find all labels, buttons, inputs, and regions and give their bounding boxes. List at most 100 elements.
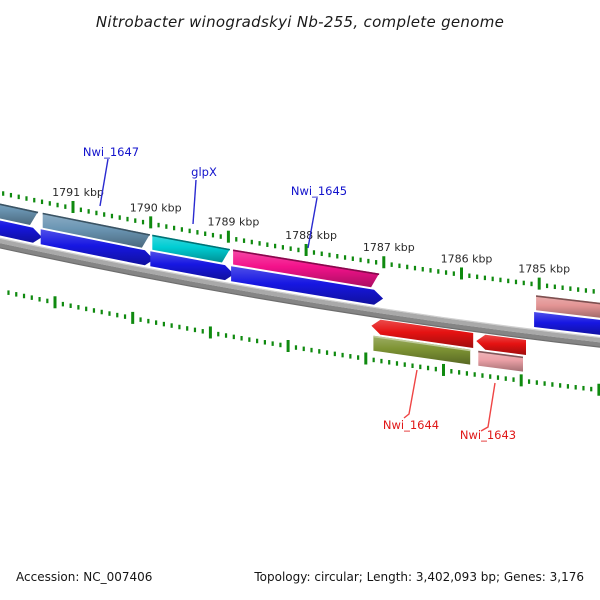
scale-minor-tick <box>116 312 119 318</box>
scale-minor-tick <box>126 216 129 222</box>
scale-minor-tick <box>274 243 277 249</box>
scale-minor-tick <box>289 246 292 251</box>
gene-arrow-category[interactable] <box>536 295 600 318</box>
gene-strand-arrow-forward[interactable] <box>150 251 234 281</box>
gene-arrow-category[interactable] <box>152 234 230 263</box>
scale-minor-tick <box>444 270 448 275</box>
scale-minor-tick <box>390 262 393 267</box>
scale-minor-tick <box>173 225 176 231</box>
scale-minor-tick <box>281 245 284 250</box>
backbone <box>0 243 600 347</box>
scale-minor-tick <box>468 273 471 279</box>
scale-minor-tick <box>535 380 538 385</box>
scale-minor-tick <box>336 254 339 259</box>
gene-label[interactable]: Nwi_1644 <box>383 418 439 432</box>
scale-minor-tick <box>403 362 406 367</box>
scale-minor-tick <box>496 375 500 380</box>
scale-minor-tick <box>123 314 127 319</box>
gene-strand-arrow-reverse[interactable] <box>371 319 474 348</box>
scale-minor-tick <box>30 295 33 300</box>
scale-minor-tick <box>426 365 430 371</box>
scale-minor-tick <box>61 301 64 307</box>
scale-minor-tick <box>2 191 5 196</box>
scale-minor-tick <box>302 346 305 352</box>
scale-minor-tick <box>569 286 572 291</box>
scale-major-tick <box>226 230 230 243</box>
scale-minor-tick <box>318 349 321 354</box>
scale-minor-tick <box>561 285 564 290</box>
scale-major-tick <box>537 277 541 290</box>
scale-minor-tick <box>87 209 90 214</box>
scale-minor-tick <box>574 385 577 390</box>
scale-tick-label: 1788 kbp <box>285 229 337 242</box>
scale-minor-tick <box>193 327 197 333</box>
scale-minor-tick <box>46 298 49 304</box>
scale-minor-tick <box>458 370 461 375</box>
scale-minor-tick <box>297 247 300 253</box>
gene-label[interactable]: glpX <box>191 165 217 179</box>
gene-leader-line <box>403 369 418 419</box>
scale-minor-tick <box>499 277 502 283</box>
scale-minor-tick <box>211 232 215 238</box>
scale-minor-tick <box>341 352 344 358</box>
scale-minor-tick <box>25 196 28 201</box>
gene-arrow-category[interactable] <box>0 196 38 225</box>
gene-label[interactable]: Nwi_1645 <box>291 184 347 198</box>
scale-minor-tick <box>134 218 137 223</box>
gene-strand-arrow-forward[interactable] <box>0 212 42 243</box>
gene-arrow-category[interactable] <box>373 335 471 365</box>
scale-minor-tick <box>9 192 13 198</box>
scale-minor-tick <box>242 238 246 243</box>
gene-leader-line <box>192 179 197 225</box>
scale-minor-tick <box>413 265 417 271</box>
scale-minor-tick <box>351 256 354 261</box>
scale-minor-tick <box>85 306 88 312</box>
gene-strand-arrow-forward[interactable] <box>40 229 154 266</box>
scale-minor-tick <box>452 271 455 276</box>
scale-major-tick <box>364 352 368 365</box>
scale-minor-tick <box>250 239 253 245</box>
scale-minor-tick <box>566 384 570 389</box>
scale-minor-tick <box>481 373 484 378</box>
gene-label[interactable]: Nwi_1643 <box>460 428 516 442</box>
gene-arrow-top-edge <box>373 335 471 352</box>
scale-minor-tick <box>204 231 207 237</box>
gene-arrow-top-edge <box>232 249 380 276</box>
scale-minor-tick <box>256 338 259 344</box>
scale-minor-tick <box>380 358 383 364</box>
scale-minor-tick <box>372 357 375 363</box>
scale-minor-tick <box>141 219 145 225</box>
scale-tick-label: 1787 kbp <box>363 241 415 254</box>
scale-minor-tick <box>328 252 331 258</box>
scale-minor-tick <box>434 366 437 372</box>
gene-arrow-top-edge <box>0 203 39 214</box>
scale-minor-tick <box>507 278 510 284</box>
scale-minor-tick <box>357 355 360 360</box>
scale-minor-tick <box>103 212 106 217</box>
gene-label[interactable]: Nwi_1647 <box>83 145 139 159</box>
scale-minor-tick <box>582 385 585 391</box>
gene-strand-arrow-forward[interactable] <box>534 312 600 336</box>
scale-minor-tick <box>411 363 414 368</box>
scale-minor-tick <box>343 255 347 260</box>
scale-minor-tick <box>483 275 487 281</box>
scale-major-tick <box>286 340 290 353</box>
gene-arrow-top-edge <box>535 295 600 305</box>
scale-minor-tick <box>577 287 580 292</box>
scale-minor-tick <box>79 207 82 213</box>
gene-strand-arrow-forward[interactable] <box>231 266 384 305</box>
gene-strand-arrow-reverse[interactable] <box>476 334 526 355</box>
scale-minor-tick <box>235 237 238 242</box>
scale-minor-tick <box>312 250 316 255</box>
gene-arrow-category[interactable] <box>233 249 380 288</box>
gene-leader-line <box>307 197 318 249</box>
scale-minor-tick <box>545 283 549 289</box>
scale-minor-tick <box>450 369 453 374</box>
gene-arrow-category[interactable] <box>42 212 150 248</box>
scale-minor-tick <box>224 333 228 338</box>
scale-minor-tick <box>240 336 243 341</box>
scale-minor-tick <box>15 292 18 297</box>
scale-minor-tick <box>279 342 282 348</box>
scale-major-tick <box>382 256 386 269</box>
scale-major-tick <box>304 243 308 256</box>
